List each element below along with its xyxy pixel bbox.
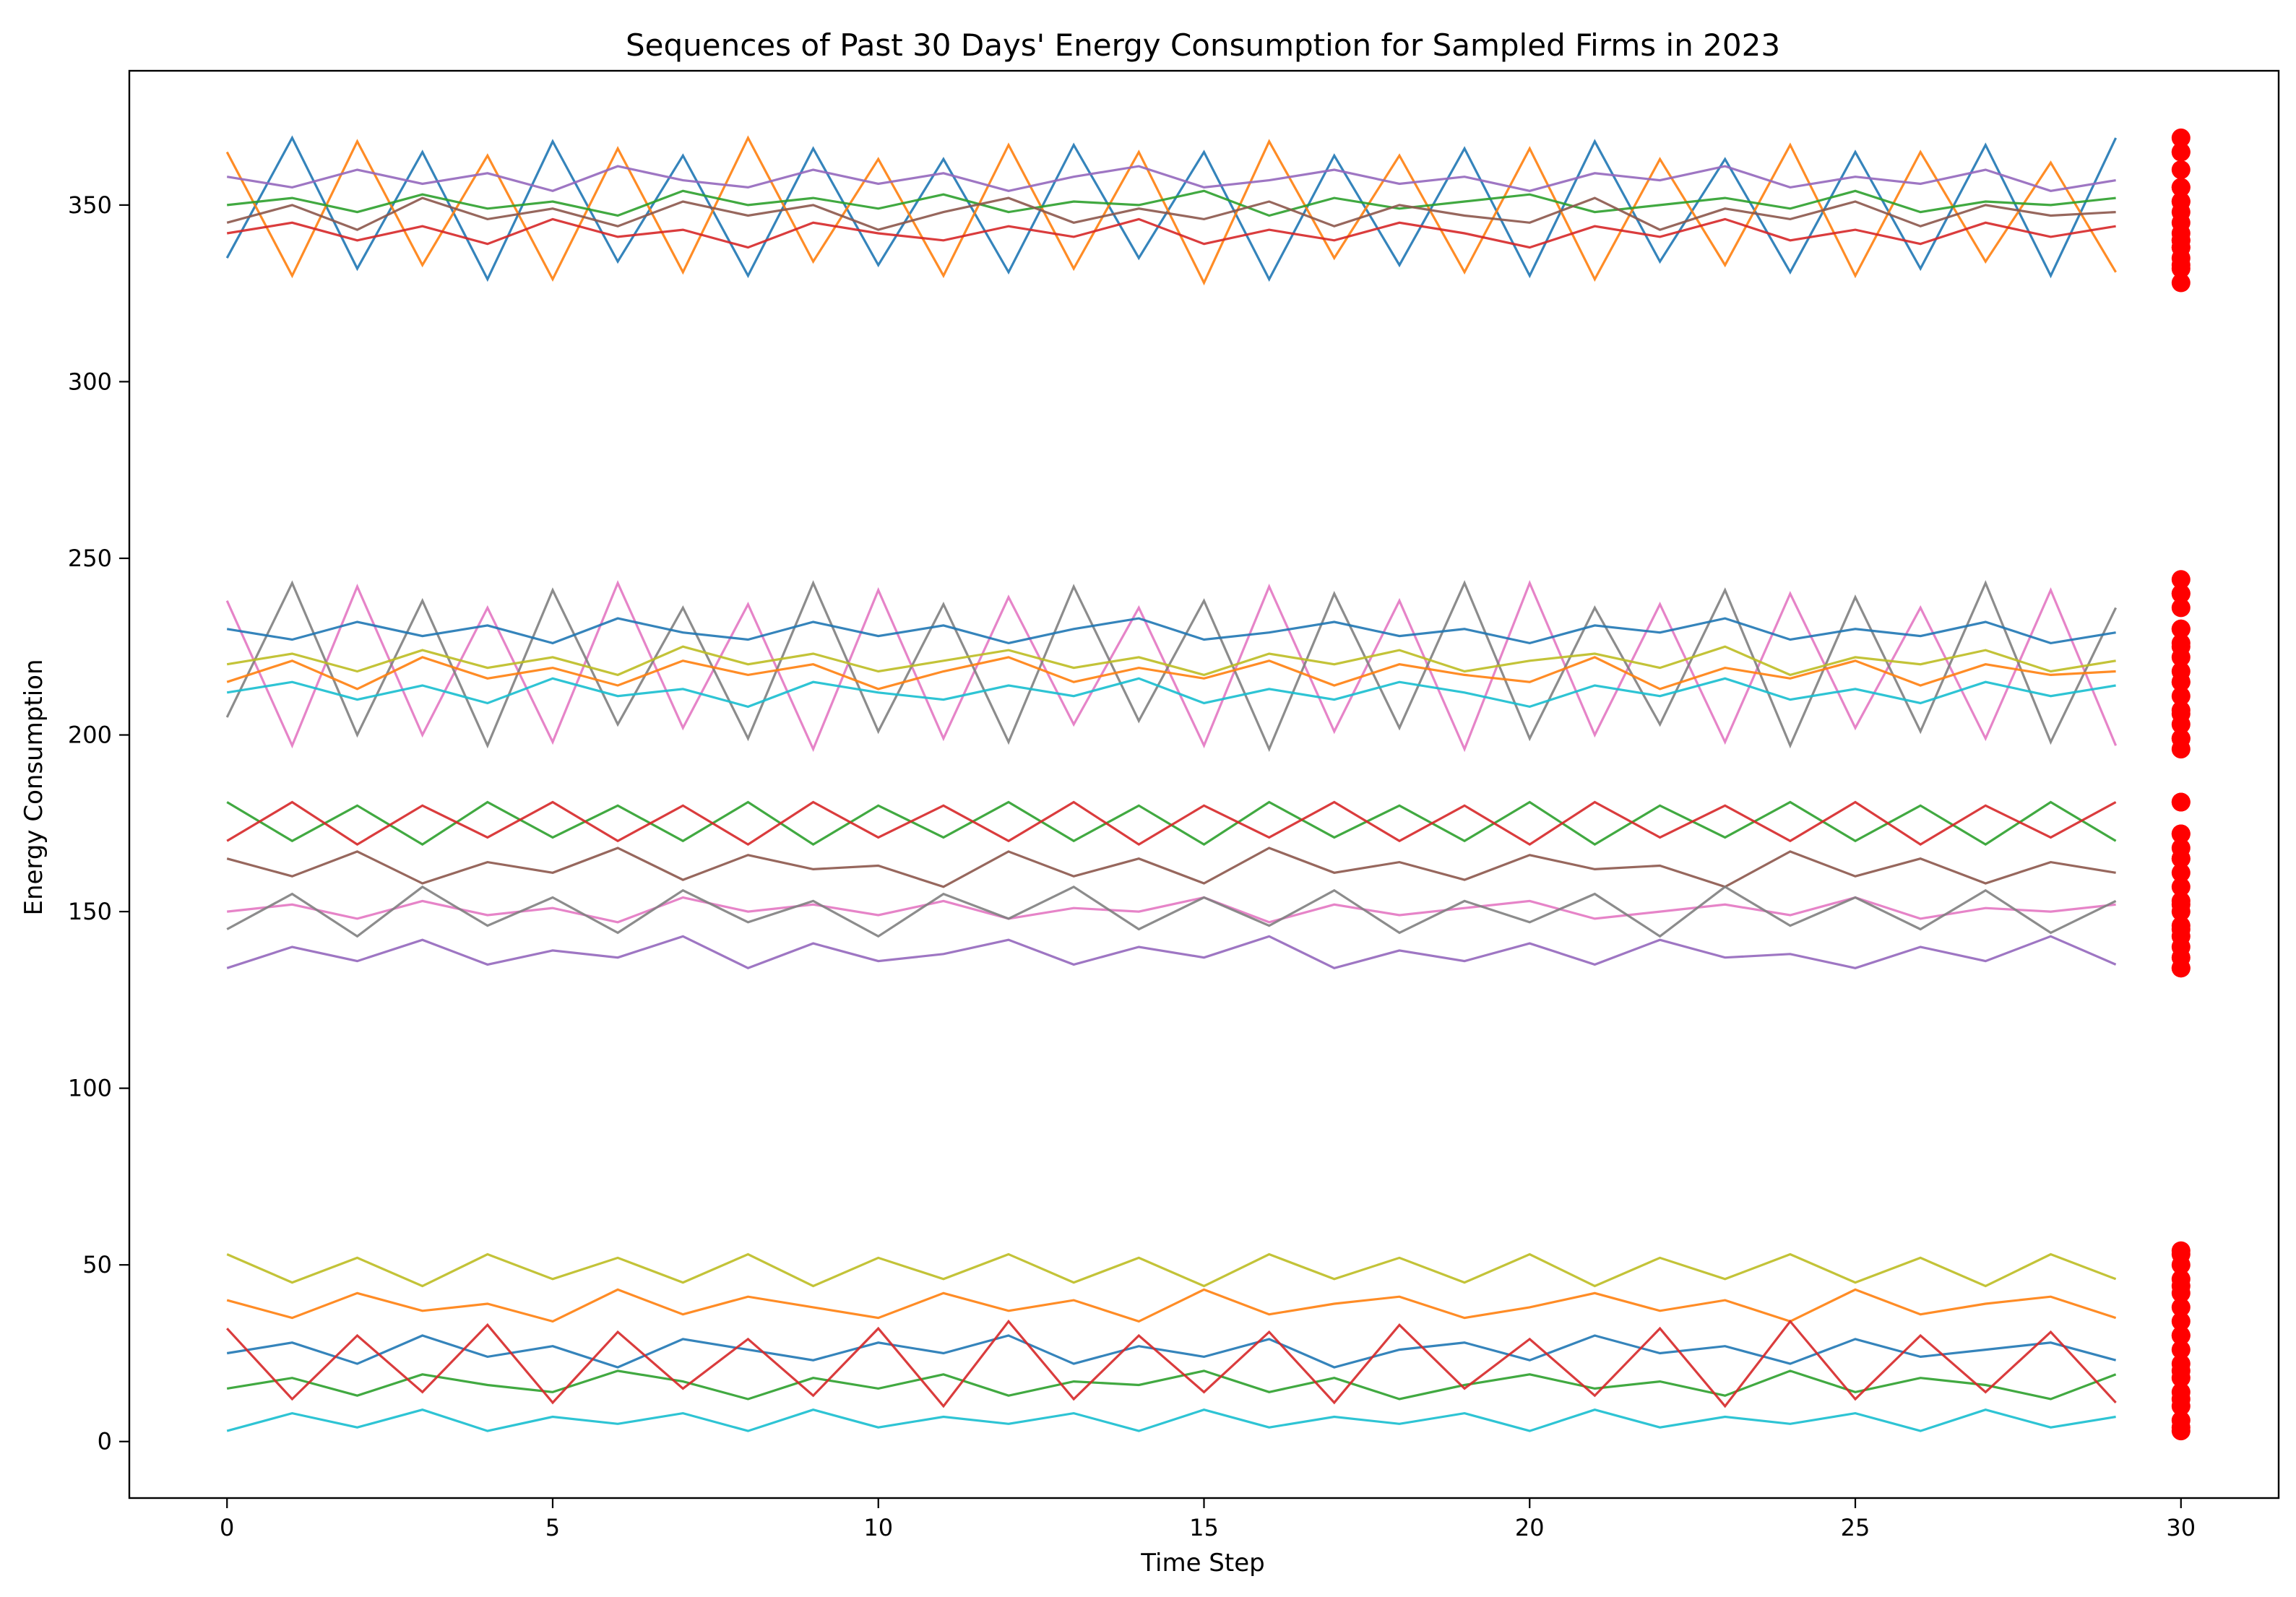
scatter-point-next-g2-s0 <box>2171 792 2191 812</box>
series-lines-layer <box>225 135 2118 1432</box>
scatter-point-21 <box>2171 686 2191 706</box>
series-line-g2-s1 <box>226 800 2117 846</box>
series-line-g1-s4 <box>226 617 2116 645</box>
y-tick-label-50: 50 <box>82 1251 112 1278</box>
scatter-point-next-g0-s2 <box>2171 178 2191 197</box>
scatter-point-2 <box>2171 160 2191 179</box>
plot-background <box>129 71 2279 1498</box>
scatter-point-next-g1-s2 <box>2171 672 2191 692</box>
scatter-point-15 <box>2171 598 2191 618</box>
scatter-points-layer <box>2171 128 2191 1441</box>
scatter-point-next-g3-s2 <box>2171 1326 2191 1345</box>
series-line-g2-s4 <box>227 896 2116 924</box>
y-tick-label-0: 0 <box>98 1428 112 1455</box>
scatter-point-next-g3-s5 <box>2171 1361 2191 1380</box>
scatter-point-31 <box>2171 877 2191 896</box>
x-axis-label: Time Step <box>1140 1549 1264 1577</box>
y-axis-label: Energy Consumption <box>20 659 48 915</box>
scatter-point-13 <box>2171 570 2191 589</box>
x-tick-label-30: 30 <box>2166 1514 2196 1541</box>
scatter-point-next-g3-s4 <box>2171 1390 2191 1408</box>
x-axis-ticks: 0 5 10 15 20 25 30 <box>220 1498 2196 1541</box>
scatter-point-next-g0-s0 <box>2171 192 2191 211</box>
scatter-point-next-g2-s2 <box>2171 958 2191 978</box>
scatter-point-next-g2-s3 <box>2171 849 2191 868</box>
scatter-point-next-g1-s5 <box>2171 729 2191 748</box>
x-tick-label-5: 5 <box>545 1514 560 1541</box>
series-line-g0-s1 <box>225 135 2117 286</box>
series-line-g1-s3 <box>226 677 2116 709</box>
series-line-g3-s3 <box>226 1288 2117 1323</box>
series-line-g0-s0 <box>225 135 2118 282</box>
series-line-g2-s3 <box>226 847 2116 888</box>
scatter-point-next-g3-s3 <box>2171 1276 2191 1296</box>
series-line-g0-s3 <box>226 217 2116 249</box>
series-line-g3-s0 <box>226 1252 2117 1288</box>
scatter-point-next-g2-s1 <box>2171 824 2191 844</box>
scatter-point-next-g1-s3 <box>2171 637 2191 657</box>
y-tick-label-300: 300 <box>68 368 112 395</box>
series-line-g2-s2 <box>226 935 2117 970</box>
scatter-point-next-g1-s0 <box>2171 619 2191 639</box>
scatter-point-next-g2-s4 <box>2171 895 2191 914</box>
series-line-g0-s2 <box>227 189 2116 217</box>
scatter-point-30 <box>2171 863 2191 883</box>
scatter-point-next-g3-s0 <box>2171 1245 2191 1264</box>
series-line-g3-s1 <box>226 1408 2116 1432</box>
scatter-point-next-g1-s1 <box>2171 704 2191 724</box>
scatter-point-next-g0-s3 <box>2171 256 2191 274</box>
series-line-g3-s2 <box>226 1334 2117 1369</box>
series-line-g1-s2 <box>226 645 2116 677</box>
y-tick-label-200: 200 <box>68 722 112 749</box>
x-tick-label-25: 25 <box>1841 1514 1870 1541</box>
series-line-g0-s5 <box>226 196 2116 231</box>
chart-title: Sequences of Past 30 Days' Energy Consum… <box>626 27 1780 63</box>
plot-area <box>129 71 2279 1498</box>
series-line-g3-s5 <box>226 1319 2117 1408</box>
scatter-point-next-g1-s4 <box>2171 584 2191 603</box>
x-tick-label-0: 0 <box>220 1514 234 1541</box>
x-tick-label-20: 20 <box>1515 1514 1545 1541</box>
series-line-g1-s5 <box>226 656 2116 691</box>
scatter-point-next-g2-s5 <box>2171 919 2191 939</box>
series-line-g1-s1 <box>225 580 2118 753</box>
x-tick-label-15: 15 <box>1189 1514 1219 1541</box>
scatter-point-next-g0-s5 <box>2171 238 2191 257</box>
scatter-point-44 <box>2171 1312 2191 1331</box>
scatter-point-next-g0-s4 <box>2171 142 2191 162</box>
scatter-point-0 <box>2171 128 2191 147</box>
series-line-g2-s5 <box>226 885 2117 938</box>
scatter-point-next-g3-s1 <box>2171 1418 2191 1437</box>
scatter-point-43 <box>2171 1297 2191 1317</box>
scatter-point-12 <box>2171 273 2191 293</box>
series-line-g1-s0 <box>225 579 2118 753</box>
y-tick-label-350: 350 <box>68 191 112 219</box>
y-tick-label-100: 100 <box>68 1075 112 1102</box>
series-line-g0-s4 <box>226 165 2116 192</box>
y-axis-ticks: 0 50 100 150 200 250 300 350 <box>68 191 129 1455</box>
x-tick-label-10: 10 <box>863 1514 893 1541</box>
y-tick-label-150: 150 <box>68 898 112 925</box>
scatter-point-46 <box>2171 1340 2191 1359</box>
y-tick-label-250: 250 <box>68 545 112 572</box>
